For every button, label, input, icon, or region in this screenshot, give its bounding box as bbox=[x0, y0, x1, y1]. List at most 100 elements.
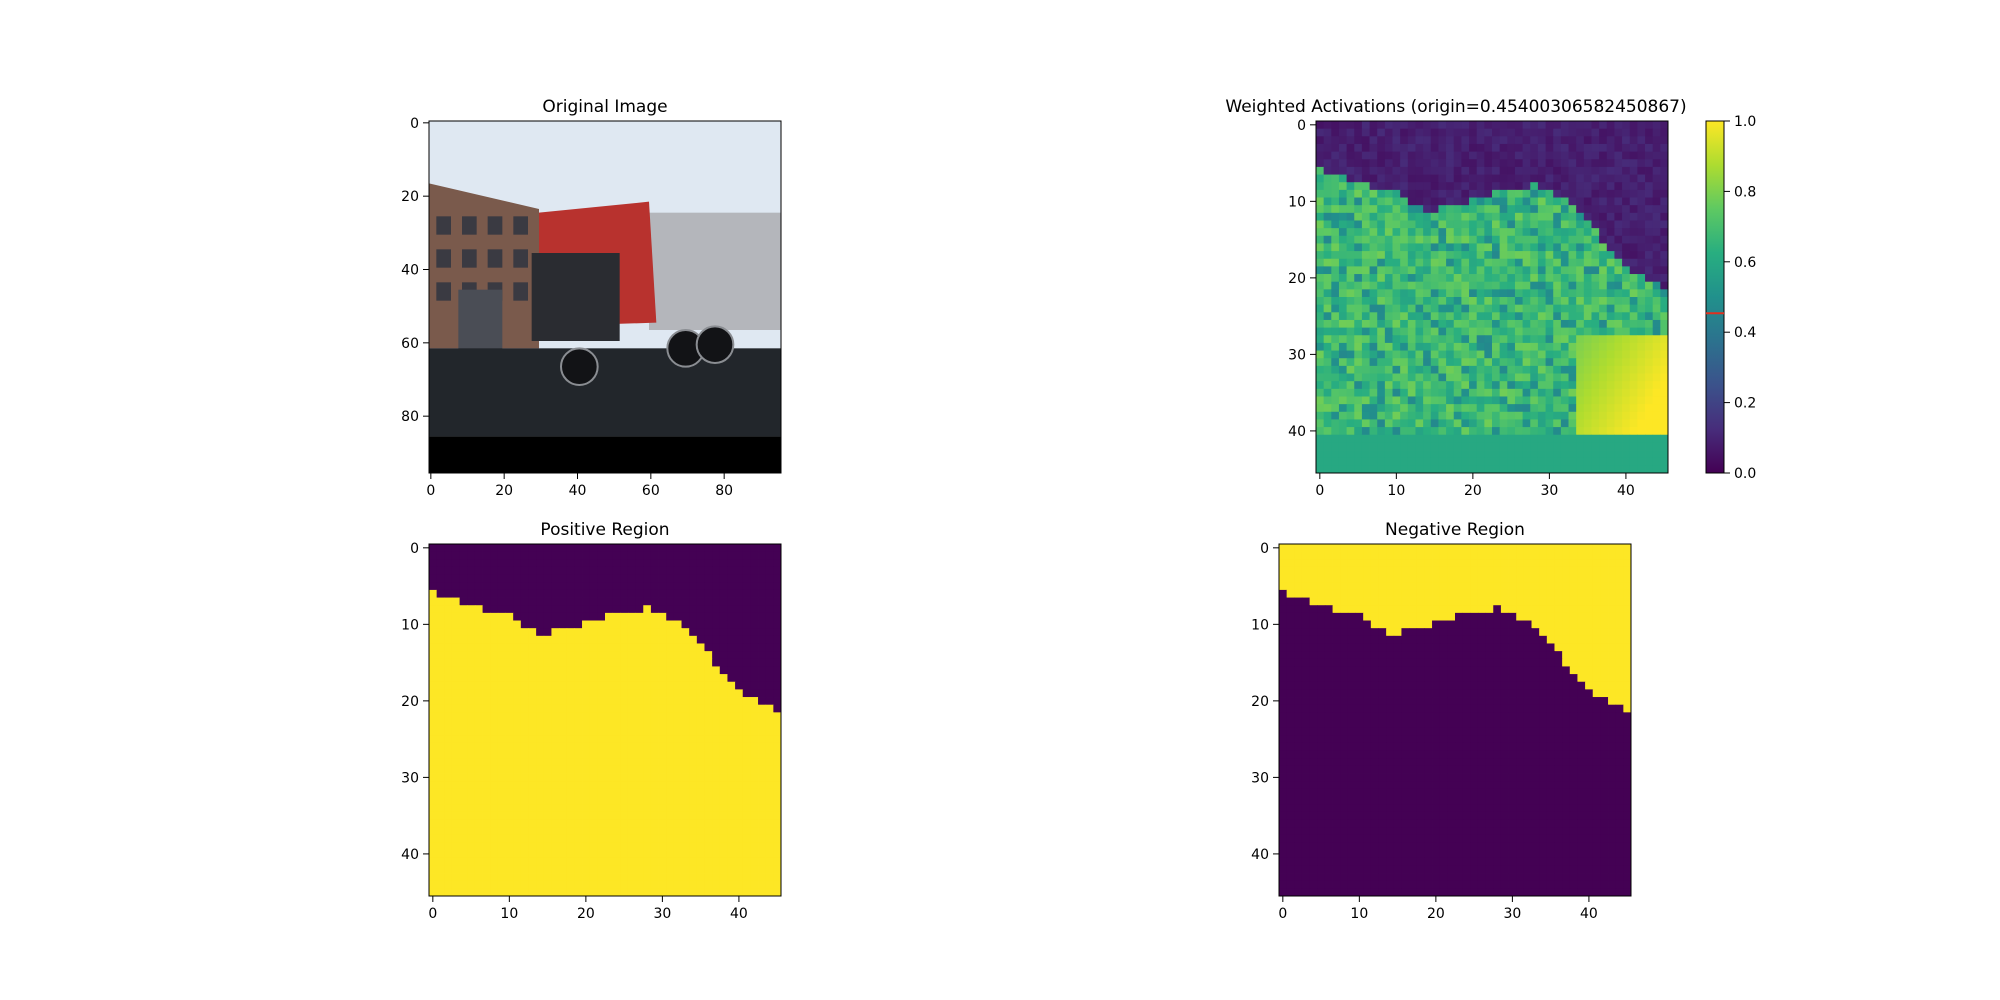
heatmap-cell bbox=[650, 765, 659, 774]
heatmap-cell bbox=[482, 781, 491, 790]
heatmap-cell bbox=[513, 750, 522, 759]
heatmap-cell bbox=[459, 704, 468, 713]
heatmap-cell bbox=[1614, 151, 1623, 160]
heatmap-cell bbox=[582, 697, 591, 706]
heatmap-cell bbox=[1514, 266, 1524, 275]
heatmap-cell bbox=[444, 643, 453, 652]
heatmap-cell bbox=[589, 643, 598, 652]
heatmap-cell bbox=[497, 720, 506, 729]
heatmap-cell bbox=[566, 758, 575, 767]
heatmap-cell bbox=[1606, 419, 1615, 428]
heatmap-cell bbox=[1652, 243, 1661, 252]
heatmap-cell bbox=[750, 620, 759, 629]
heatmap-cell bbox=[1469, 258, 1478, 267]
heatmap-cell bbox=[1447, 582, 1456, 591]
heatmap-cell bbox=[589, 689, 598, 698]
heatmap-cell bbox=[1507, 419, 1516, 428]
heatmap-cell bbox=[1470, 635, 1479, 644]
heatmap-cell bbox=[490, 674, 499, 683]
heatmap-cell bbox=[1346, 251, 1355, 260]
heatmap-cell bbox=[536, 566, 545, 576]
heatmap-cell bbox=[1316, 304, 1325, 313]
heatmap-cell bbox=[1384, 297, 1393, 306]
heatmap-cell bbox=[1477, 559, 1487, 568]
heatmap-cell bbox=[1623, 574, 1632, 583]
heatmap-cell bbox=[1393, 628, 1402, 637]
x-tick-label: 40 bbox=[1617, 483, 1635, 499]
heatmap-cell bbox=[1560, 457, 1569, 466]
heatmap-cell bbox=[520, 612, 529, 621]
heatmap-cell bbox=[1576, 258, 1585, 267]
heatmap-cell bbox=[735, 758, 744, 767]
heatmap-cell bbox=[620, 651, 629, 660]
heatmap-cell bbox=[589, 842, 598, 851]
heatmap-cell bbox=[543, 620, 552, 629]
heatmap-cell bbox=[497, 643, 506, 652]
heatmap-cell bbox=[735, 681, 744, 690]
heatmap-cell bbox=[1401, 544, 1410, 553]
heatmap-cell bbox=[551, 620, 560, 629]
heatmap-cell bbox=[1614, 434, 1623, 443]
heatmap-cell bbox=[1438, 220, 1447, 229]
heatmap-cell bbox=[490, 559, 499, 568]
heatmap-cell bbox=[1484, 381, 1493, 390]
heatmap-cell bbox=[1499, 266, 1508, 275]
heatmap-cell bbox=[559, 811, 568, 820]
heatmap-cell bbox=[1338, 388, 1348, 397]
heatmap-cell bbox=[1476, 228, 1485, 237]
heatmap-cell bbox=[1545, 189, 1554, 198]
heatmap-cell bbox=[1583, 128, 1592, 137]
heatmap-cell bbox=[650, 827, 659, 836]
heatmap-cell bbox=[1637, 427, 1646, 436]
heatmap-cell bbox=[1324, 566, 1333, 576]
heatmap-cell bbox=[673, 788, 682, 797]
heatmap-cell bbox=[1523, 551, 1532, 560]
heatmap-cell bbox=[643, 612, 652, 621]
heatmap-cell bbox=[750, 735, 759, 744]
heatmap-cell bbox=[1568, 304, 1577, 313]
heatmap-cell bbox=[1569, 628, 1578, 637]
heatmap-cell bbox=[1423, 228, 1432, 237]
heatmap-cell bbox=[658, 842, 667, 851]
heatmap-cell bbox=[1530, 419, 1539, 428]
heatmap-cell bbox=[1606, 358, 1615, 367]
heatmap-cell bbox=[627, 689, 637, 698]
heatmap-cell bbox=[1392, 457, 1401, 466]
heatmap-cell bbox=[1493, 582, 1502, 591]
heatmap-cell bbox=[436, 658, 445, 667]
heatmap-cell bbox=[1523, 559, 1532, 568]
heatmap-cell bbox=[1530, 450, 1539, 459]
heatmap-cell bbox=[1346, 404, 1355, 413]
heatmap-cell bbox=[627, 880, 637, 889]
y-tick-label: 40 bbox=[401, 847, 419, 863]
heatmap-cell bbox=[1338, 243, 1348, 252]
heatmap-cell bbox=[1599, 151, 1608, 160]
heatmap-cell bbox=[735, 850, 744, 859]
heatmap-cell bbox=[1453, 228, 1462, 237]
heatmap-cell bbox=[1576, 404, 1585, 413]
heatmap-cell bbox=[1623, 559, 1632, 568]
heatmap-cell bbox=[1592, 566, 1601, 576]
heatmap-cell bbox=[1545, 358, 1554, 367]
heatmap-cell bbox=[1401, 620, 1410, 629]
heatmap-cell bbox=[1608, 635, 1617, 644]
heatmap-cell bbox=[444, 559, 453, 568]
heatmap-cell bbox=[1461, 342, 1470, 351]
heatmap-cell bbox=[1400, 365, 1409, 374]
heatmap-cell bbox=[1492, 388, 1501, 397]
heatmap-cell bbox=[1499, 411, 1508, 420]
heatmap-cell bbox=[513, 566, 522, 576]
heatmap-cell bbox=[1469, 128, 1478, 137]
heatmap-cell bbox=[1614, 251, 1623, 260]
heatmap-cell bbox=[559, 566, 568, 576]
heatmap-cell bbox=[1499, 243, 1508, 252]
heatmap-cell bbox=[474, 658, 483, 667]
heatmap-cell bbox=[612, 658, 621, 667]
heatmap-cell bbox=[681, 888, 690, 897]
heatmap-cell bbox=[673, 873, 682, 882]
heatmap-cell bbox=[1484, 411, 1493, 420]
heatmap-cell bbox=[1476, 121, 1485, 130]
heatmap-cell bbox=[1522, 174, 1531, 183]
heatmap-cell bbox=[1553, 381, 1562, 390]
heatmap-cell bbox=[451, 842, 461, 851]
